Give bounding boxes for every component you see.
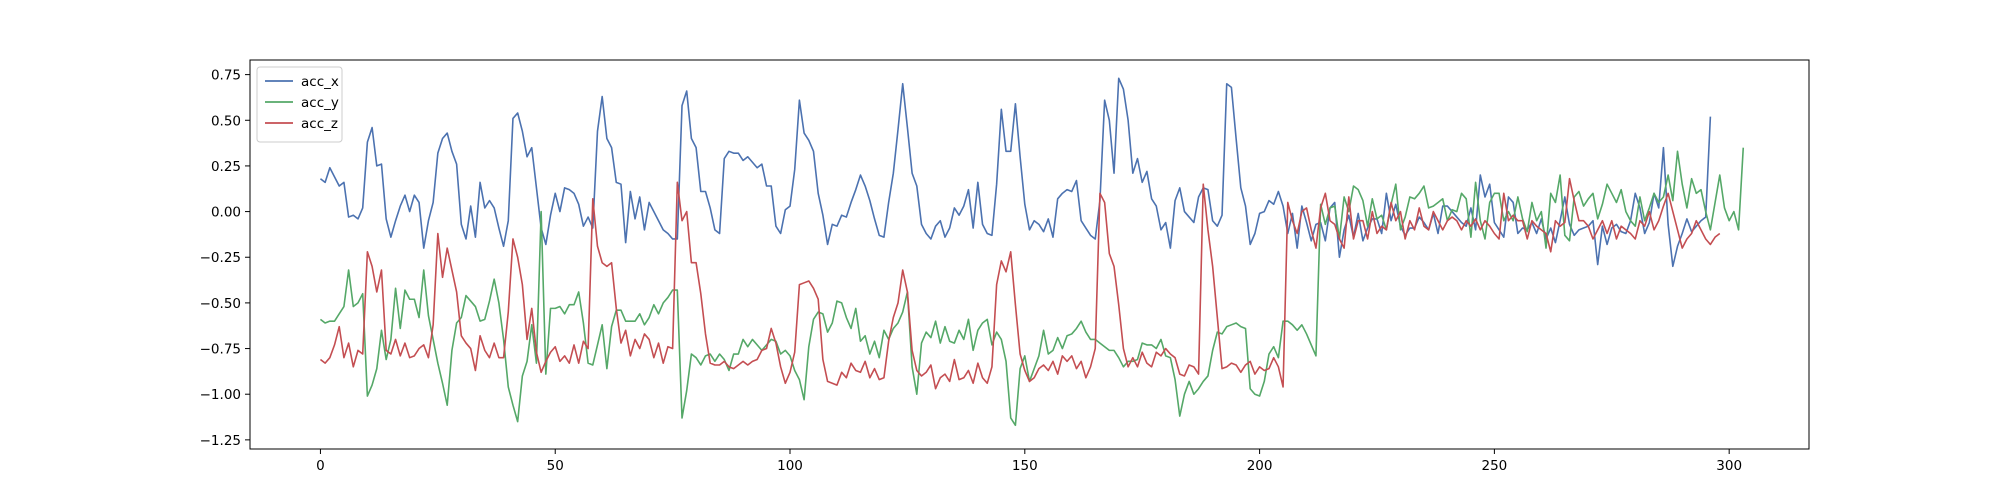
y-tick-label: −0.75 — [200, 342, 241, 358]
x-tick-label: 0 — [316, 458, 325, 474]
series-line-acc-z — [319, 177, 1721, 390]
legend-label-acc-x: acc_x — [301, 74, 339, 90]
x-tick-label: 100 — [777, 458, 803, 474]
y-tick-label: −0.25 — [200, 250, 241, 266]
legend-label-acc-y: acc_y — [301, 95, 339, 111]
series-line-acc-y — [319, 147, 1745, 427]
y-tick-label: −1.25 — [200, 433, 241, 449]
x-tick-label: 200 — [1247, 458, 1273, 474]
legend: acc_x acc_y acc_z — [256, 66, 343, 143]
y-tick-label: −1.00 — [200, 387, 241, 403]
legend-label-acc-z: acc_z — [301, 116, 338, 132]
x-tick-label: 50 — [547, 458, 564, 474]
x-axis: 0 50 100 150 200 250 300 — [316, 449, 1742, 474]
series-layer — [319, 77, 1745, 427]
series-line-acc-x — [319, 77, 1712, 268]
y-tick-label: 0.75 — [211, 68, 241, 84]
x-tick-label: 300 — [1716, 458, 1742, 474]
y-tick-label: 0.25 — [211, 159, 241, 175]
y-tick-label: −0.50 — [200, 296, 241, 312]
x-tick-label: 150 — [1012, 458, 1038, 474]
x-tick-label: 250 — [1481, 458, 1507, 474]
axes-frame — [249, 59, 1810, 450]
y-axis: 0.75 0.50 0.25 0.00 −0.25 −0.50 −0.75 −1.00 −1.2… — [200, 68, 250, 449]
y-tick-label: 0.50 — [211, 113, 241, 129]
y-tick-label: 0.00 — [211, 205, 241, 221]
